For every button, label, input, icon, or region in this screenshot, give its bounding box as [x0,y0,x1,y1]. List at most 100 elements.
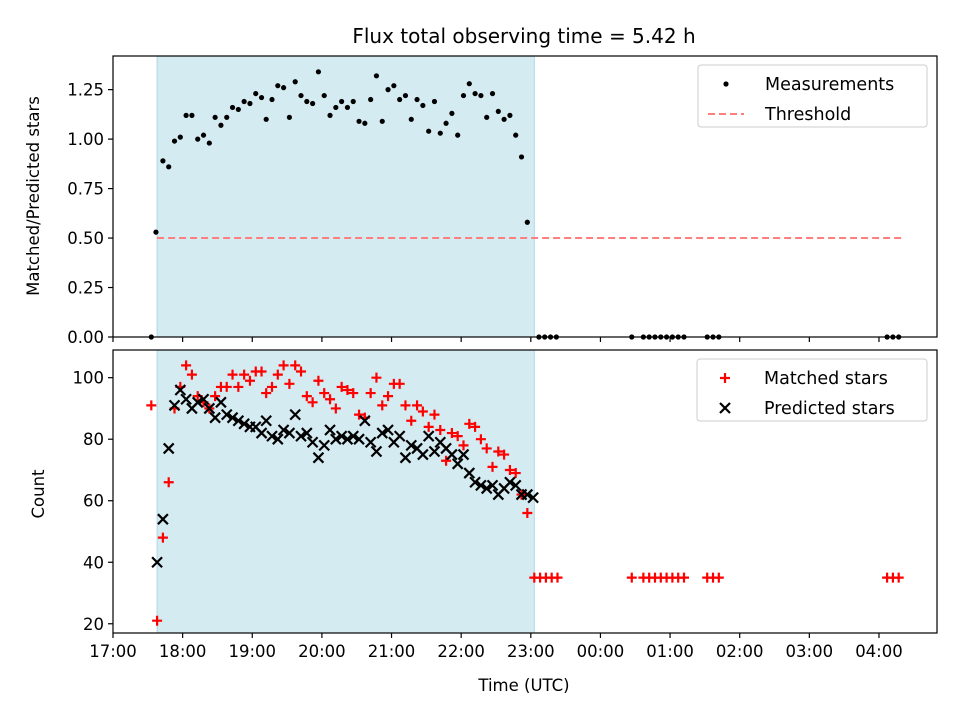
matched-star-marker [464,418,475,429]
bottom-y-tick-label: 40 [83,553,104,572]
matched-star-marker [336,381,347,392]
matched-star-marker [233,381,244,392]
predicted-star-marker [422,430,435,442]
matched-star-marker [319,388,330,399]
bottom-y-tick-label: 60 [83,492,104,511]
predicted-star-marker [463,467,476,479]
matched-star-marker [278,360,289,371]
x-tick-label: 00:00 [577,642,625,661]
predicted-star-marker [232,414,245,427]
measurement-point [478,92,484,99]
matched-star-marker [307,397,318,408]
predicted-star-marker [417,448,429,461]
matched-star-marker [244,375,255,386]
top-y-tick-label: 0.50 [67,229,104,248]
matched-star-marker [313,375,324,386]
measurement-point [362,120,368,126]
measurement-point [379,118,385,124]
measurement-point [304,98,310,105]
top-shaded-interval [157,56,535,337]
matched-star-marker [499,449,510,460]
matched-star-marker [470,421,481,432]
measurement-point [183,112,189,118]
top-panel: 0.00 0.25 0.50 0.75 1.00 1.25 Measurements Thre… [67,55,938,347]
matched-star-marker [146,400,157,411]
predicted-star-marker [215,396,227,409]
matched-star-marker [429,409,440,420]
measurement-point [449,110,455,116]
measurement-point [166,164,172,170]
measurement-point [420,102,426,109]
matched-star-marker [406,415,417,426]
measurement-point [206,140,212,146]
matched-star-marker [256,366,267,377]
matched-star-marker [342,384,353,395]
x-tick-label: 19:00 [228,642,276,661]
predicted-star-marker [475,479,487,492]
matched-star-marker [626,572,637,583]
predicted-star-marker [289,408,301,421]
matched-star-marker [504,464,515,475]
measurement-point [263,116,269,122]
predicted-star-marker [306,436,319,449]
matched-star-marker [210,391,221,402]
measurement-point [177,134,183,140]
predicted-star-marker [504,476,516,489]
predicted-star-marker [457,448,470,461]
matched-star-marker [272,369,283,380]
measurement-point [402,92,409,99]
matched-star-marker [239,369,250,380]
measurement-point [321,92,327,99]
predicted-star-marker [220,408,233,421]
predicted-star-marker [272,433,284,445]
measurement-point [426,128,432,134]
measurement-point [269,96,275,103]
x-tick-label: 01:00 [646,642,694,661]
measurement-point [414,96,420,103]
matched-star-marker [227,369,238,380]
matched-star-marker [383,391,394,402]
predicted-star-marker [335,430,348,442]
measurement-point [247,100,253,107]
bottom-panel: 20 40 60 80 100 17:00 18:00 19:00 20:00 21:00 22:0… [73,349,938,661]
matched-star-marker [290,360,301,371]
predicted-star-marker [428,445,441,458]
top-y-tick-label: 0.75 [67,180,104,199]
measurement-point [171,138,178,144]
measurement-point [373,73,380,79]
predicted-star-marker [162,442,175,455]
measurement-point [431,98,438,105]
bottom-y-tick-label: 80 [83,430,104,449]
matched-star-marker [893,572,904,583]
x-tick-label: 02:00 [716,642,764,661]
measurement-point [524,219,530,225]
measurement-point [333,104,339,111]
predicted-star-marker [451,458,464,470]
matched-star-marker [487,461,498,472]
predicted-star-marker [191,396,204,409]
matched-star-marker [296,366,307,377]
measurement-point [189,112,195,118]
predicted-star-marker [353,433,365,445]
measurement-point [518,154,525,160]
top-axes-frame [112,55,938,338]
x-tick-label: 03:00 [786,642,834,661]
measurement-point [460,92,467,99]
x-tick-label: 23:00 [507,642,555,661]
matched-star-marker [365,388,376,399]
predicted-star-marker [312,451,325,464]
top-y-tick-label: 0.00 [67,328,104,347]
matched-star-marker [713,572,724,583]
predicted-star-marker [486,479,499,492]
matched-star-marker [400,400,411,411]
measurement-point [368,96,374,103]
matched-star-marker [446,428,457,439]
measurement-point [229,104,236,111]
predicted-star-marker [364,436,377,449]
matched-star-marker [261,388,272,399]
matched-star-marker [522,508,533,519]
x-axis-label: Time (UTC) [477,676,569,695]
measurement-point [339,98,345,105]
predicted-star-marker [469,476,481,489]
predicted-star-marker [446,448,458,461]
